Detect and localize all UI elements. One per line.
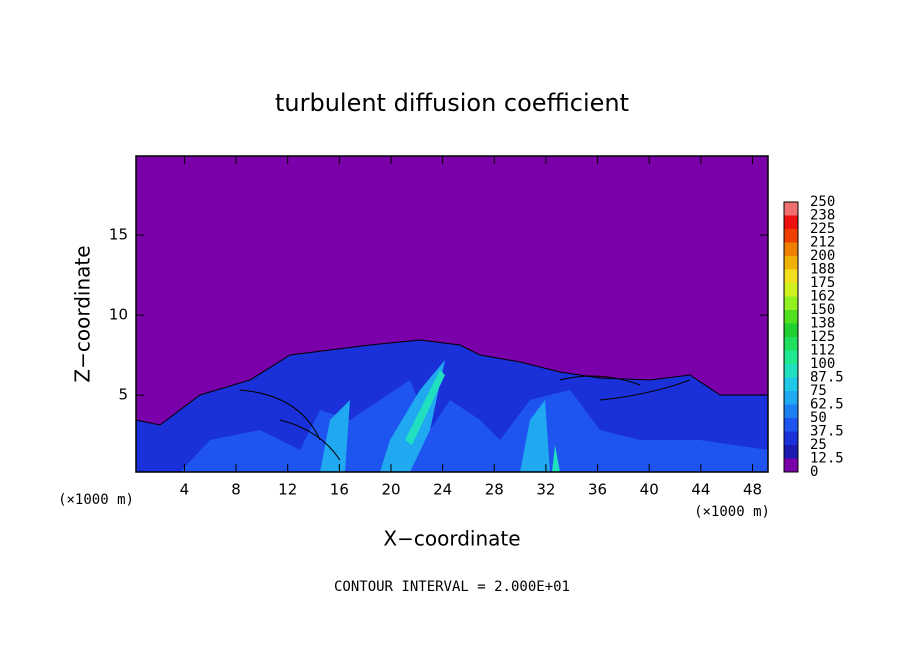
colorbar-label: 175 bbox=[810, 275, 835, 291]
x-tick-label: 4 bbox=[180, 481, 190, 499]
x-tick-label: 16 bbox=[330, 481, 349, 499]
x-tick-label: 28 bbox=[485, 481, 504, 499]
colorbar-swatch bbox=[784, 404, 798, 418]
x-tick-label: 8 bbox=[231, 481, 241, 499]
colorbar-swatch bbox=[784, 377, 798, 391]
colorbar-swatch bbox=[784, 202, 798, 216]
colorbar-swatch bbox=[784, 458, 798, 472]
colorbar-swatch bbox=[784, 283, 798, 297]
y-tick-label: 5 bbox=[118, 386, 128, 404]
annotation: CONTOUR INTERVAL = 2.000E+01 bbox=[334, 579, 570, 595]
colorbar-label: 188 bbox=[810, 262, 835, 278]
y-tick-label: 15 bbox=[109, 226, 128, 244]
x-tick-label: 44 bbox=[691, 481, 710, 499]
colorbar-swatch bbox=[784, 337, 798, 351]
colorbar-label: 0 bbox=[810, 464, 818, 480]
colorbar-swatch bbox=[784, 445, 798, 459]
colorbar-swatch bbox=[784, 215, 798, 229]
x-tick-label: 24 bbox=[433, 481, 452, 499]
colorbar-label: 238 bbox=[810, 208, 835, 224]
colorbar-label: 162 bbox=[810, 289, 835, 305]
colorbar-swatch bbox=[784, 350, 798, 364]
x-tick-label: 32 bbox=[536, 481, 555, 499]
x-axis-label: X−coordinate bbox=[383, 527, 520, 551]
x-tick-label: 40 bbox=[640, 481, 659, 499]
colorbar-swatch bbox=[784, 418, 798, 432]
colorbar-swatch bbox=[784, 229, 798, 243]
colorbar-label: 75 bbox=[810, 383, 827, 399]
chart-title: turbulent diffusion coefficient bbox=[275, 89, 629, 117]
colorbar-swatch bbox=[784, 431, 798, 445]
colorbar-label: 225 bbox=[810, 221, 835, 237]
colorbar-label: 25 bbox=[810, 437, 827, 453]
colorbar-label: 112 bbox=[810, 343, 835, 359]
field bbox=[135, 156, 769, 473]
contour-line bbox=[239, 375, 691, 461]
colorbar-swatch bbox=[784, 323, 798, 337]
colorbar-label: 212 bbox=[810, 235, 835, 251]
colorbar-label: 150 bbox=[810, 302, 835, 318]
colorbar-label: 200 bbox=[810, 248, 835, 264]
x-unit-label: (×1000 m) bbox=[58, 492, 134, 508]
x-tick-label: 36 bbox=[588, 481, 607, 499]
colorbar-label: 87.5 bbox=[810, 370, 844, 386]
colorbar-label: 138 bbox=[810, 316, 835, 332]
x-tick-label: 20 bbox=[381, 481, 400, 499]
colorbar-swatch bbox=[784, 256, 798, 270]
colorbar-label: 50 bbox=[810, 410, 827, 426]
colorbar-swatch bbox=[784, 296, 798, 310]
colorbar-swatch bbox=[784, 364, 798, 378]
colorbar-label: 250 bbox=[810, 194, 835, 210]
colorbar-frame bbox=[783, 201, 799, 473]
colorbar-label: 12.5 bbox=[810, 451, 844, 467]
colorbar-label: 37.5 bbox=[810, 424, 844, 440]
colorbar-label: 62.5 bbox=[810, 397, 844, 413]
y-tick-label: 10 bbox=[109, 306, 128, 324]
colorbar-swatch bbox=[784, 269, 798, 283]
colorbar-swatch bbox=[784, 242, 798, 256]
x-tick-label: 48 bbox=[743, 481, 762, 499]
colorbar-swatch bbox=[784, 310, 798, 324]
plot-frame bbox=[135, 155, 769, 473]
x-unit-label: (×1000 m) bbox=[694, 504, 770, 520]
y-axis-label: Z−coordinate bbox=[71, 245, 95, 382]
colorbar-label: 125 bbox=[810, 329, 835, 345]
x-tick-label: 12 bbox=[278, 481, 297, 499]
colorbar-label: 100 bbox=[810, 356, 835, 372]
colorbar-swatch bbox=[784, 391, 798, 405]
